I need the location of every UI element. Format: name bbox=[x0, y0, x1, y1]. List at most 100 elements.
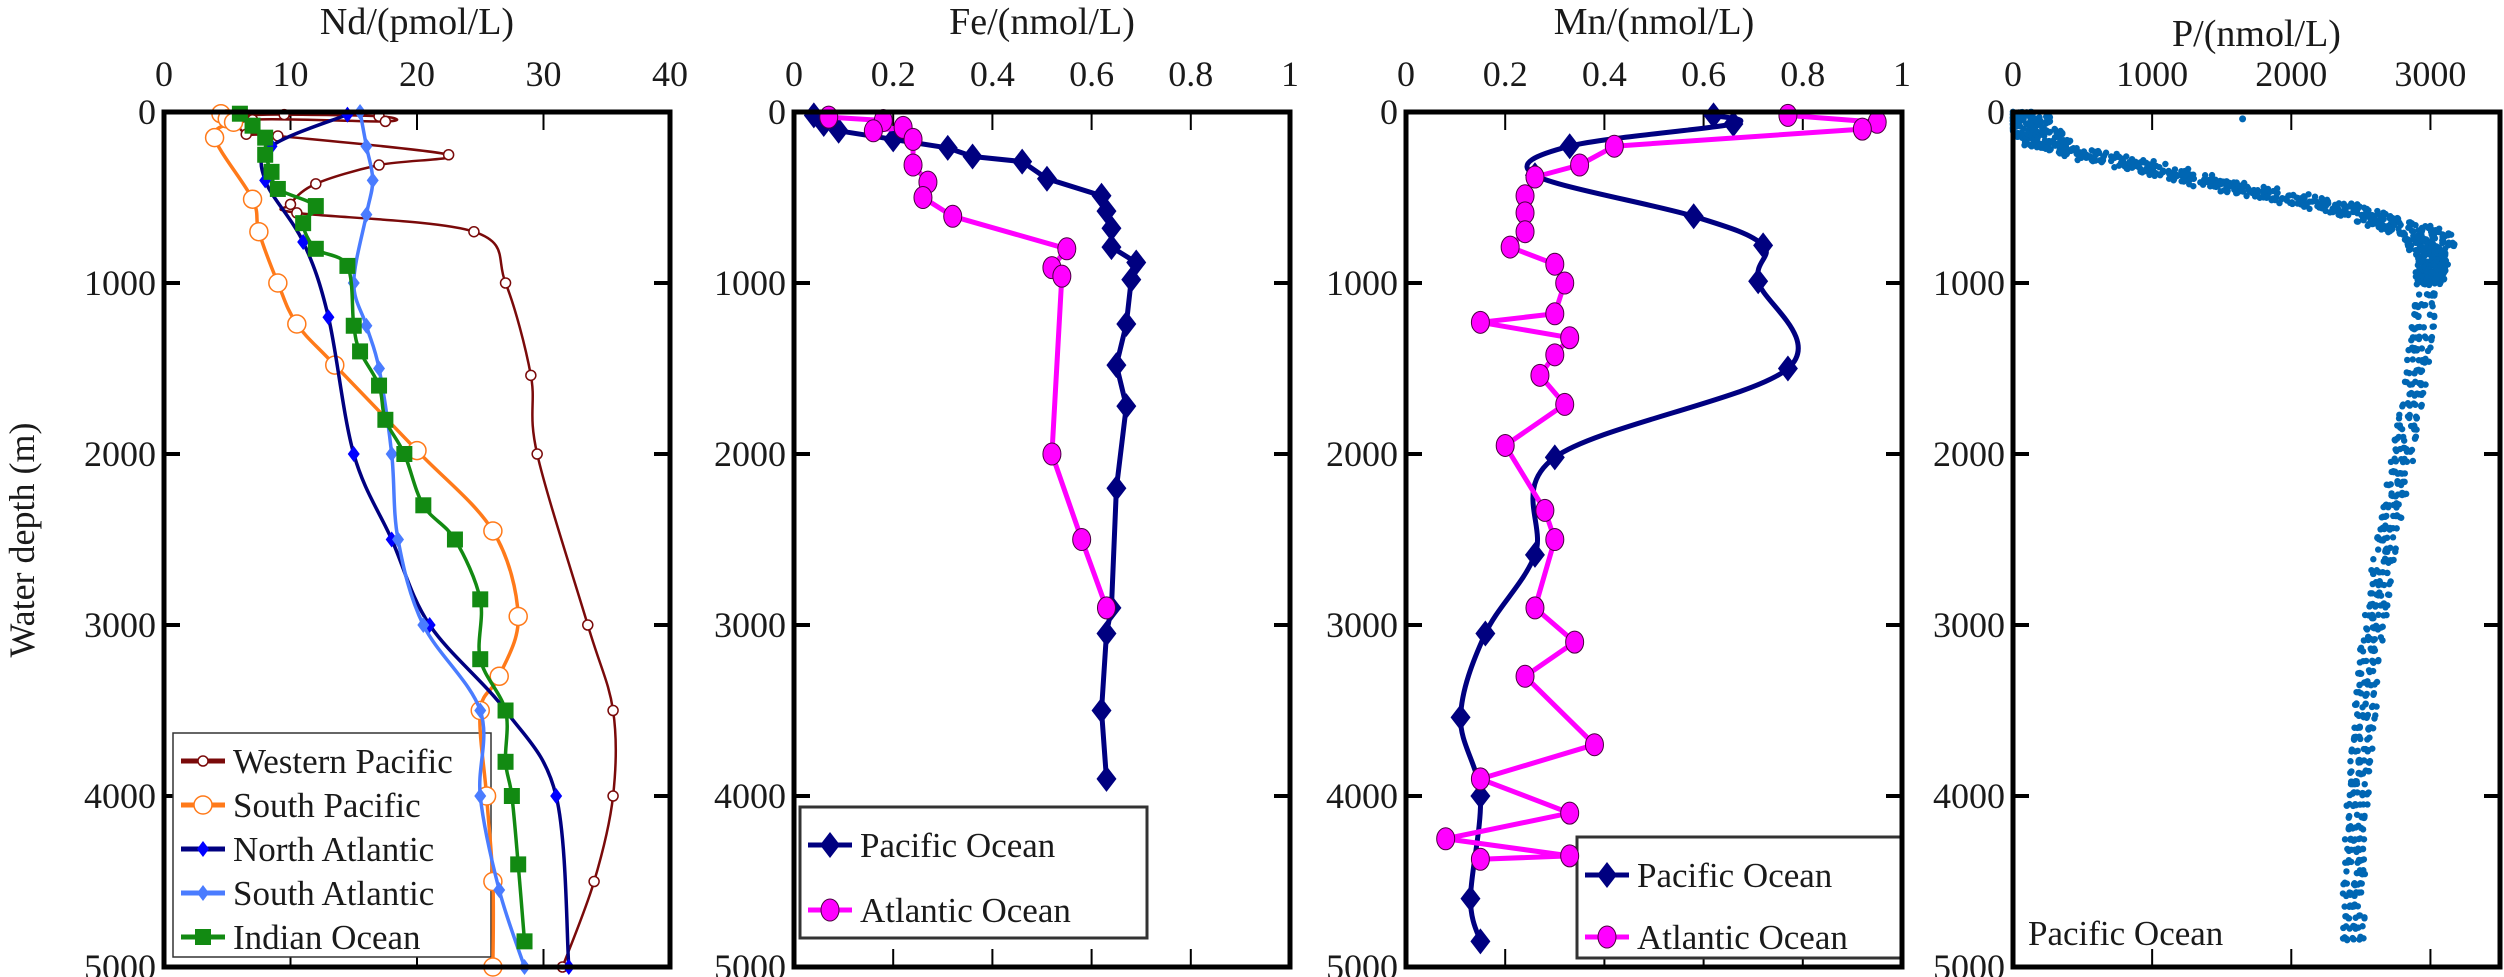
data-marker bbox=[1106, 352, 1127, 379]
data-point bbox=[2342, 923, 2350, 930]
data-marker bbox=[525, 369, 537, 382]
data-point bbox=[2408, 446, 2416, 454]
y-tick-label: 0 bbox=[1987, 92, 2005, 132]
data-marker bbox=[263, 163, 280, 180]
data-marker bbox=[1560, 326, 1580, 350]
data-point bbox=[2349, 934, 2356, 942]
data-marker bbox=[1545, 528, 1565, 551]
data-point bbox=[2362, 767, 2369, 774]
data-marker bbox=[322, 309, 335, 326]
data-marker bbox=[1096, 765, 1117, 792]
data-point bbox=[2409, 356, 2416, 363]
legend-item: Atlantic Ocean bbox=[808, 891, 1071, 930]
data-point bbox=[2379, 524, 2386, 531]
data-marker bbox=[962, 143, 983, 170]
data-point bbox=[2351, 902, 2358, 909]
data-point bbox=[2128, 164, 2136, 171]
data-point bbox=[2157, 170, 2164, 178]
data-marker bbox=[1436, 827, 1456, 851]
data-marker bbox=[474, 702, 487, 719]
data-marker bbox=[1683, 203, 1704, 230]
data-marker bbox=[1748, 268, 1769, 295]
data-point bbox=[2349, 802, 2357, 810]
data-point bbox=[2412, 221, 2419, 229]
data-point bbox=[2343, 880, 2351, 887]
data-marker bbox=[903, 127, 923, 151]
data-point bbox=[2359, 870, 2366, 878]
data-point bbox=[2354, 218, 2362, 225]
data-point bbox=[2374, 546, 2382, 553]
data-point bbox=[2214, 182, 2222, 190]
data-marker bbox=[352, 343, 369, 360]
data-marker bbox=[1777, 355, 1798, 382]
data-marker bbox=[385, 531, 398, 548]
data-marker bbox=[417, 617, 430, 633]
data-point bbox=[2190, 182, 2197, 190]
series-pacific-ocean bbox=[1450, 102, 1801, 955]
data-marker bbox=[943, 204, 963, 228]
data-point bbox=[2290, 191, 2297, 199]
legend bbox=[1575, 835, 1904, 960]
data-marker bbox=[1460, 885, 1481, 912]
data-point bbox=[2349, 790, 2356, 797]
data-point bbox=[2187, 175, 2194, 183]
data-point bbox=[2054, 140, 2061, 147]
data-marker bbox=[392, 531, 405, 548]
data-marker bbox=[345, 317, 362, 334]
panel-3: Mn/(nmol/L) 0 0.2 0.4 0.6 0.8 1 0 1000 2000 3000 40… bbox=[1326, 1, 1911, 977]
legend-label: South Atlantic bbox=[233, 874, 434, 913]
y-tick-label: 3000 bbox=[1326, 605, 1398, 645]
data-point bbox=[2387, 458, 2395, 466]
data-point bbox=[2346, 812, 2353, 820]
data-marker bbox=[242, 189, 263, 209]
x-tick-label: 20 bbox=[399, 54, 435, 94]
x-tick-label: 1 bbox=[1281, 54, 1299, 94]
data-marker bbox=[284, 198, 297, 211]
data-marker bbox=[1116, 311, 1137, 338]
series-atlantic-ocean bbox=[1436, 103, 1887, 871]
data-marker bbox=[1101, 215, 1122, 242]
x-tick-label: 0.8 bbox=[1168, 54, 1213, 94]
legend-marker-icon bbox=[197, 841, 209, 857]
data-point bbox=[2408, 381, 2416, 388]
data-point bbox=[2436, 280, 2444, 288]
data-point bbox=[2084, 154, 2091, 161]
legend-marker-icon bbox=[820, 832, 840, 858]
data-point bbox=[2061, 152, 2068, 160]
data-marker bbox=[1584, 733, 1604, 757]
data-point bbox=[2366, 734, 2373, 741]
data-point bbox=[2418, 301, 2425, 308]
y-tick-label: 5000 bbox=[1326, 947, 1398, 977]
legend bbox=[798, 805, 1149, 940]
data-point bbox=[2384, 569, 2391, 577]
data-point bbox=[2351, 836, 2359, 843]
y-tick-label: 1000 bbox=[714, 263, 786, 303]
data-point bbox=[2300, 203, 2308, 210]
data-point bbox=[2150, 157, 2157, 165]
data-marker bbox=[516, 933, 533, 950]
data-point bbox=[2409, 334, 2417, 341]
data-point bbox=[2345, 825, 2352, 832]
legend-label: Indian Ocean bbox=[233, 918, 421, 957]
data-marker bbox=[607, 704, 619, 717]
plot-frame bbox=[791, 109, 1293, 970]
data-point bbox=[2363, 714, 2370, 721]
y-tick-label: 2000 bbox=[84, 434, 156, 474]
data-marker bbox=[1072, 528, 1092, 551]
data-point bbox=[2361, 611, 2369, 619]
data-marker bbox=[1470, 928, 1491, 955]
data-marker bbox=[472, 591, 489, 608]
data-point bbox=[2377, 634, 2385, 641]
data-point bbox=[2411, 303, 2419, 310]
legend-item: South Atlantic bbox=[181, 874, 434, 913]
data-point bbox=[2350, 205, 2357, 213]
legend-marker-icon bbox=[197, 885, 209, 901]
panel-1: Nd/(pmol/L) 0 10 20 30 40 0 1000 2000 3000 4000 500… bbox=[84, 1, 688, 977]
data-point bbox=[2372, 602, 2380, 609]
data-point bbox=[2199, 181, 2207, 188]
y-tick-label: 4000 bbox=[1933, 776, 2005, 816]
data-point bbox=[2355, 770, 2362, 777]
data-marker bbox=[371, 377, 388, 394]
data-point bbox=[2418, 367, 2426, 374]
